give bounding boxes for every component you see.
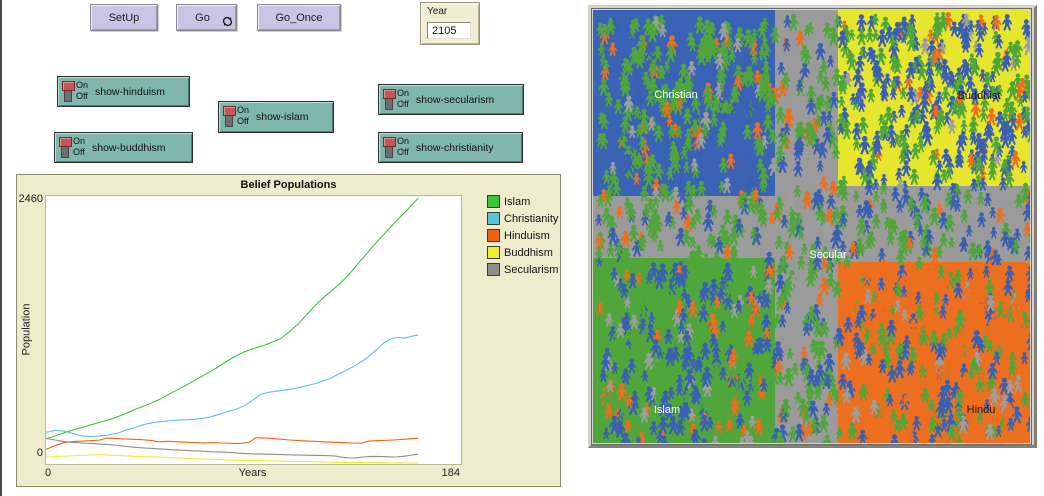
switch-show-hinduism[interactable]: On Off show-hinduism (57, 76, 190, 107)
world-view-canvas[interactable]: Christian Buddhist Secular Islam Hindu (593, 10, 1030, 443)
year-monitor: Year 2105 (420, 2, 480, 45)
x-axis-max-label: 184 (441, 467, 460, 479)
go-button[interactable]: Go (176, 4, 237, 31)
go-once-button-label: Go_Once (275, 11, 323, 24)
switch-name-label: show-buddhism (92, 141, 166, 154)
plot-canvas (45, 195, 462, 465)
y-axis-title: Population (20, 303, 33, 356)
forever-loop-icon (222, 16, 233, 27)
plot-title: Belief Populations (240, 179, 337, 191)
legend-item-christianity: Christianity (487, 212, 558, 225)
y-axis-max-label: 2460 (18, 193, 43, 205)
switch-name-label: show-hinduism (95, 85, 166, 98)
legend-label-christianity: Christianity (504, 212, 559, 225)
switch-toggle-lever[interactable] (383, 137, 396, 158)
switch-off-label: Off (73, 147, 85, 157)
setup-button[interactable]: SetUp (90, 4, 158, 31)
switch-on-label: On (397, 88, 410, 98)
switch-off-label: Off (397, 147, 409, 157)
switch-toggle-lever[interactable] (59, 137, 72, 158)
legend-swatch-islam (487, 195, 500, 208)
legend-item-secularism: Secularism (487, 263, 558, 276)
legend-label-buddhism: Buddhism (504, 246, 553, 259)
go-button-label: Go (195, 11, 210, 24)
legend-swatch-buddhism (487, 246, 500, 259)
world-view-widget: Christian Buddhist Secular Islam Hindu (588, 5, 1037, 448)
legend-label-hinduism: Hinduism (504, 229, 550, 242)
legend-label-islam: Islam (504, 195, 531, 208)
switch-show-secularism[interactable]: On Off show-secularism (378, 84, 524, 115)
switch-show-buddhism[interactable]: On Off show-buddhism (54, 132, 193, 163)
window-edge (0, 0, 2, 496)
switch-knob[interactable] (223, 106, 236, 116)
region-label-secular: Secular (809, 249, 847, 261)
legend-item-buddhism: Buddhism (487, 246, 553, 259)
region-label-islam: Islam (653, 404, 681, 416)
legend-swatch-secularism (487, 263, 500, 276)
region-label-hindu: Hindu (966, 404, 996, 416)
plot-lines (46, 197, 419, 464)
switch-on-label: On (73, 136, 86, 146)
legend-item-hinduism: Hinduism (487, 229, 550, 242)
switch-on-label: On (237, 105, 250, 115)
legend-label-secularism: Secularism (504, 263, 559, 276)
x-axis-title: Years (238, 467, 267, 479)
x-axis-min-label: 0 (45, 467, 52, 479)
switch-toggle-lever[interactable] (62, 81, 75, 102)
switch-off-label: Off (397, 99, 409, 109)
legend-item-islam: Islam (487, 195, 530, 208)
switch-knob[interactable] (383, 89, 396, 99)
switch-off-label: Off (237, 116, 249, 126)
switch-show-islam[interactable]: On Off show-islam (218, 101, 334, 133)
switch-off-label: Off (76, 91, 88, 101)
go-once-button[interactable]: Go_Once (257, 4, 341, 31)
switch-name-label: show-islam (256, 111, 309, 123)
switch-on-label: On (397, 136, 410, 146)
switch-toggle-lever[interactable] (223, 106, 236, 127)
legend-swatch-hinduism (487, 229, 500, 242)
world-view-svg (593, 10, 1030, 443)
region-label-buddhist: Buddhist (957, 90, 1001, 102)
year-monitor-value: 2105 (427, 22, 471, 39)
switch-on-label: On (76, 80, 89, 90)
switch-knob[interactable] (59, 137, 72, 147)
switch-show-christianity[interactable]: On Off show-christianity (378, 132, 523, 163)
switch-knob[interactable] (383, 137, 396, 147)
y-axis-min-label: 0 (36, 447, 43, 459)
switch-knob[interactable] (62, 81, 75, 91)
belief-populations-plot: Belief Populations 2460 0 Population 0 Y… (16, 174, 561, 487)
region-label-christian: Christian (654, 89, 698, 101)
world-view-frame: Christian Buddhist Secular Islam Hindu (591, 8, 1032, 445)
switch-toggle-lever[interactable] (383, 89, 396, 110)
legend-swatch-christianity (487, 212, 500, 225)
setup-button-label: SetUp (108, 11, 140, 24)
switch-name-label: show-secularism (416, 93, 495, 106)
year-monitor-label: Year (427, 6, 448, 17)
switch-name-label: show-christianity (416, 141, 494, 154)
